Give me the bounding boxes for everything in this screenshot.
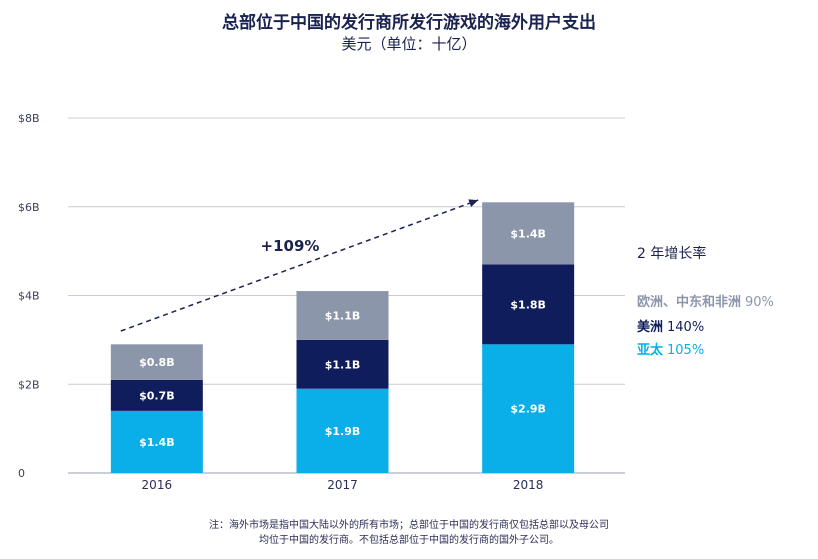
y-tick-label: $4B [18,290,40,303]
data-label: $2.9B [510,403,546,416]
legend-item-emea: 欧洲、中东和非洲 90% [637,291,774,310]
bar-segment [110,410,203,473]
stacked-bar-chart: 0 $2B $4B $6B $8B $1.4B $0.7B $0.8B 2016 $1.9B $1.… [18,112,625,492]
data-label: $1.4B [510,227,546,240]
bar-segment [296,339,389,389]
chart-subtitle: 美元（单位：十亿） [341,35,477,53]
legend-item-rate: 105% [667,343,705,358]
legend-item-name: 美洲 [637,320,664,335]
legend-title: 2 年增长率 [637,246,707,262]
data-label: $0.7B [139,389,175,402]
legend-item-americas: 美洲 140% [637,316,704,335]
footnote-line: 注：海外市场是指中国大陆以外的所有市场；总部位于中国的发行商仅包括总部以及母公司 [209,520,609,531]
legend-item-apac: 亚太 105% [637,339,704,358]
legend-item-name: 欧洲、中东和非洲 [637,295,742,310]
y-tick-label: $6B [18,201,40,214]
bar-segment [110,344,203,380]
x-tick-label: 2018 [513,478,544,492]
footnote: 注：海外市场是指中国大陆以外的所有市场；总部位于中国的发行商仅包括总部以及母公司… [0,518,818,548]
legend-item-rate: 90% [745,295,774,310]
data-label: $0.8B [139,356,175,369]
x-tick-label: 2017 [327,478,358,492]
bar-segment [482,202,575,265]
bar-segment [482,264,575,345]
growth-arrow-line [120,199,479,332]
x-tick-label: 2016 [142,478,173,492]
y-tick-label: $8B [18,112,40,125]
bar-segment [296,291,389,340]
growth-annotation: +109% [261,237,320,255]
data-label: $1.1B [325,309,361,322]
y-tick-label: 0 [18,467,25,480]
bar-segment [296,388,389,473]
data-label: $1.8B [510,298,546,311]
y-tick-label: $2B [18,378,40,391]
data-label: $1.1B [325,358,361,371]
chart-title: 总部位于中国的发行商所发行游戏的海外用户支出 [222,13,596,33]
bar-segment [482,344,575,473]
data-label: $1.9B [325,425,361,438]
data-label: $1.4B [139,436,175,449]
legend-item-rate: 140% [667,320,705,335]
growth-arrow-head [468,199,479,207]
legend-item-name: 亚太 [637,343,664,358]
bar-segment [110,379,203,411]
footnote-line: 均位于中国的发行商。不包括总部位于中国的发行商的国外子公司。 [259,535,559,546]
